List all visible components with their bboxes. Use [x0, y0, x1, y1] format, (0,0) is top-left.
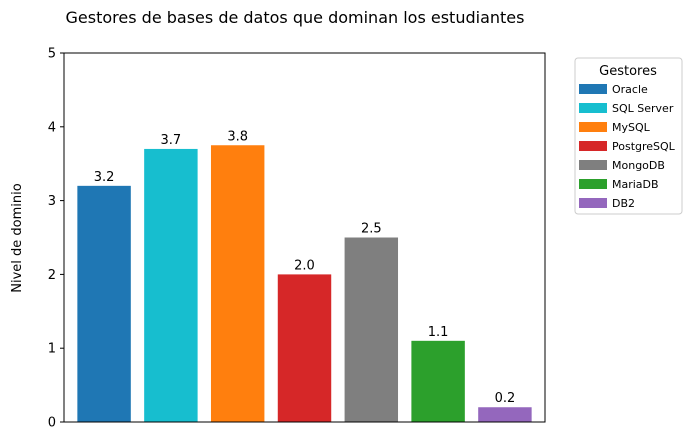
- legend-entries: Oracle SQL Server MySQL PostgreSQL MongoDB Ma…: [579, 83, 676, 210]
- legend-swatch: [579, 141, 607, 151]
- legend-entry-label: SQL Server: [612, 102, 674, 115]
- legend-swatch: [579, 103, 607, 113]
- chart-title: Gestores de bases de datos que dominan l…: [66, 8, 525, 27]
- bar: [478, 407, 532, 422]
- bar: [77, 185, 131, 422]
- bar: [144, 148, 198, 422]
- legend-swatch: [579, 84, 607, 94]
- legend-entry-label: DB2: [612, 197, 635, 210]
- y-tick-label: 2: [48, 268, 56, 283]
- data-label: 3.7: [161, 133, 182, 148]
- data-label: 2.5: [361, 222, 382, 237]
- legend-entry-label: MySQL: [612, 121, 651, 134]
- data-label: 2.0: [294, 258, 315, 273]
- legend-entry-label: Oracle: [612, 83, 648, 96]
- legend-swatch: [579, 122, 607, 132]
- bar: [277, 274, 332, 422]
- bar: [411, 340, 465, 422]
- legend-swatch: [579, 198, 607, 208]
- legend-swatch: [579, 179, 607, 189]
- bar: [210, 145, 265, 422]
- legend-entry-label: MariaDB: [612, 178, 659, 191]
- legend-entry-label: PostgreSQL: [612, 140, 676, 153]
- y-tick-label: 3: [48, 194, 56, 209]
- y-tick-label: 4: [48, 120, 56, 135]
- y-tick-label: 5: [48, 47, 56, 62]
- data-labels: 3.2 3.7 3.8 2.0 2.5 1.1 0.2: [94, 129, 516, 406]
- y-tick-label: 0: [48, 416, 56, 431]
- legend-box: [574, 57, 683, 215]
- data-label: 3.8: [227, 129, 248, 144]
- bar: [344, 237, 399, 422]
- data-label: 1.1: [428, 325, 449, 340]
- plot-area-frame: [63, 52, 546, 423]
- legend-title: Gestores: [599, 64, 657, 79]
- y-tick-label: 1: [48, 342, 56, 357]
- data-label: 3.2: [94, 170, 115, 185]
- legend: Gestores Oracle SQL Server MySQL PostgreSQL…: [574, 57, 683, 215]
- y-axis-ticks: 0 1 2 3 4 5: [48, 47, 64, 431]
- bars: [77, 145, 532, 422]
- legend-entry-label: MongoDB: [612, 159, 665, 172]
- legend-swatch: [579, 160, 607, 170]
- data-label: 0.2: [495, 391, 516, 406]
- y-axis-label: Nivel de dominio: [10, 183, 25, 292]
